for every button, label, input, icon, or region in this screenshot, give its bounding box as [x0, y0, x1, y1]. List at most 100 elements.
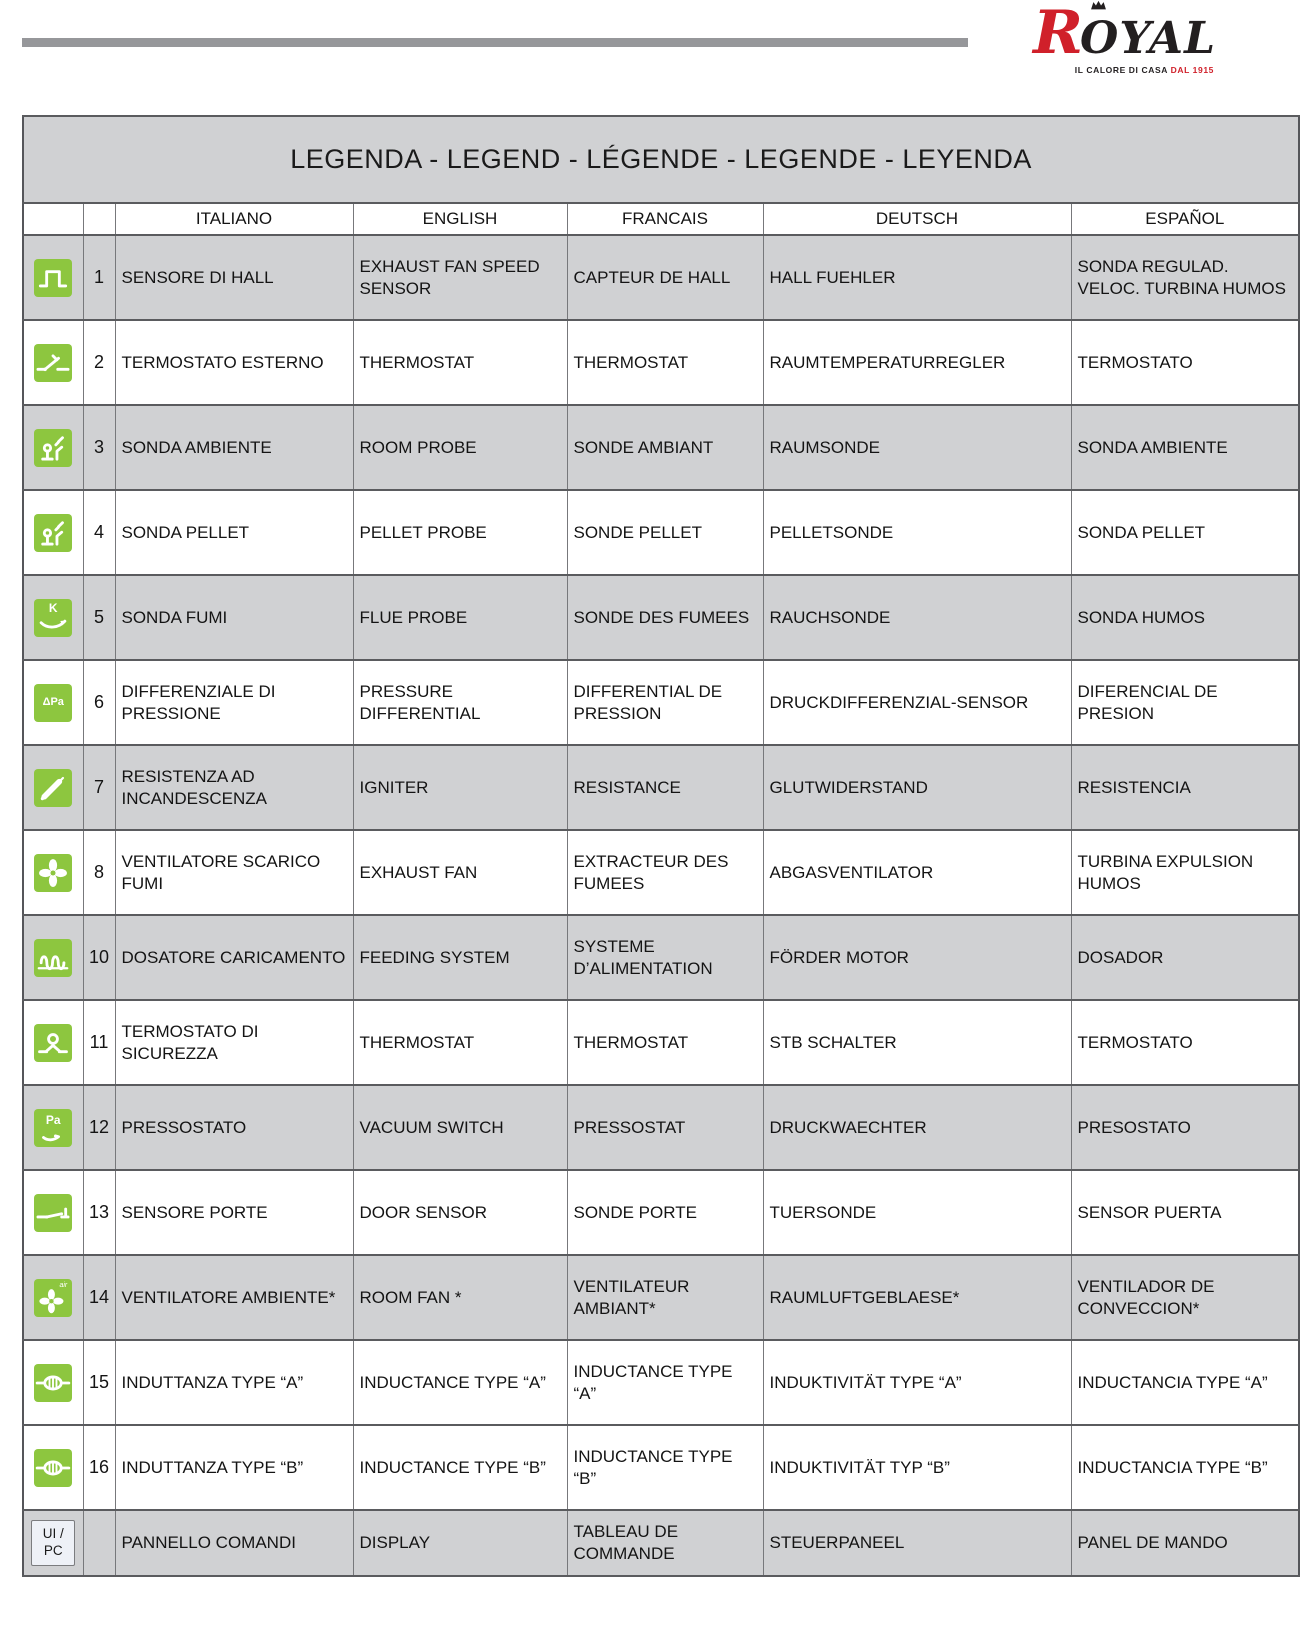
row-number: 13 — [82, 1169, 116, 1256]
cell-italiano: SONDA FUMI — [114, 574, 354, 661]
legend-row-15: 15 INDUTTANZA TYPE “A” INDUCTANCE TYPE “A”… — [22, 1339, 1300, 1426]
cell-english: EXHAUST FAN SPEED SENSOR — [352, 234, 568, 321]
cell-espanol: PRESOSTATO — [1070, 1084, 1300, 1171]
pellet-probe-icon — [34, 513, 73, 552]
cell-italiano: SONDA AMBIENTE — [114, 404, 354, 491]
legend-row-7: 7 RESISTENZA AD INCANDESCENZA IGNITER RESIS… — [22, 744, 1300, 831]
icon-cell — [22, 489, 84, 576]
row-number: 7 — [82, 744, 116, 831]
cell-espanol: DOSADOR — [1070, 914, 1300, 1001]
inductance-a-icon — [34, 1363, 73, 1402]
icon-cell — [22, 319, 84, 406]
cell-english: FLUE PROBE — [352, 574, 568, 661]
row-number: 4 — [82, 489, 116, 576]
icon-cell — [22, 1424, 84, 1511]
cell-italiano: SENSORE PORTE — [114, 1169, 354, 1256]
row-number: 14 — [82, 1254, 116, 1341]
legend-row-3: 3 SONDA AMBIENTE ROOM PROBE SONDE AMBIANT RA… — [22, 404, 1300, 491]
cell-espanol: INDUCTANCIA TYPE “B” — [1070, 1424, 1300, 1511]
cell-italiano: INDUTTANZA TYPE “A” — [114, 1339, 354, 1426]
cell-italiano: DOSATORE CARICAMENTO — [114, 914, 354, 1001]
cell-francais: SONDE PORTE — [566, 1169, 764, 1256]
logo-letters-oyal: OYAL — [1080, 13, 1216, 64]
cell-english: ROOM FAN * — [352, 1254, 568, 1341]
cell-english: PRESSURE DIFFERENTIAL — [352, 659, 568, 746]
door-sensor-icon — [34, 1193, 73, 1232]
cell-deutsch: RAUMLUFTGEBLAESE* — [762, 1254, 1072, 1341]
cell-francais: SYSTEME D’ALIMENTATION — [566, 914, 764, 1001]
row-number: 3 — [82, 404, 116, 491]
cell-english: THERMOSTAT — [352, 999, 568, 1086]
cell-italiano: INDUTTANZA TYPE “B” — [114, 1424, 354, 1511]
icon-cell — [22, 829, 84, 916]
cell-english: THERMOSTAT — [352, 319, 568, 406]
cell-espanol: SONDA HUMOS — [1070, 574, 1300, 661]
cell-francais: INDUCTANCE TYPE “B” — [566, 1424, 764, 1511]
cell-deutsch: STB SCHALTER — [762, 999, 1072, 1086]
cell-francais: SONDE PELLET — [566, 489, 764, 576]
royal-logo: R OYAL IL CALORE DI CASA DAL 1915 — [1033, 0, 1216, 75]
cell-francais: TABLEAU DE COMMANDE — [566, 1509, 764, 1577]
inductance-b-icon — [34, 1448, 73, 1487]
logo-tagline: IL CALORE DI CASA DAL 1915 — [1046, 65, 1216, 75]
cell-italiano: PANNELLO COMANDI — [114, 1509, 354, 1577]
icon-cell: K — [22, 574, 84, 661]
legend-row-4: 4 SONDA PELLET PELLET PROBE SONDE PELLET PEL… — [22, 489, 1300, 576]
icon-cell: Pa — [22, 1084, 84, 1171]
cell-deutsch: RAUCHSONDE — [762, 574, 1072, 661]
cell-francais: THERMOSTAT — [566, 319, 764, 406]
table-title: LEGENDA - LEGEND - LÉGENDE - LEGENDE - L… — [22, 115, 1300, 204]
cell-espanol: TURBINA EXPULSION HUMOS — [1070, 829, 1300, 916]
cell-deutsch: DRUCKWAECHTER — [762, 1084, 1072, 1171]
cell-deutsch: GLUTWIDERSTAND — [762, 744, 1072, 831]
cell-espanol: RESISTENCIA — [1070, 744, 1300, 831]
legend-row-12: Pa 12 PRESSOSTATO VACUUM SWITCH PRESSOSTAT DR… — [22, 1084, 1300, 1171]
row-number — [82, 1509, 116, 1577]
cell-deutsch: TUERSONDE — [762, 1169, 1072, 1256]
row-number: 10 — [82, 914, 116, 1001]
legend-row-2: 2 TERMOSTATO ESTERNO THERMOSTAT THERMOSTAT R… — [22, 319, 1300, 406]
cell-italiano: VENTILATORE SCARICO FUMI — [114, 829, 354, 916]
cell-espanol: INDUCTANCIA TYPE “A” — [1070, 1339, 1300, 1426]
column-header-espanol: ESPAÑOL — [1070, 202, 1300, 236]
legend-table: LEGENDA - LEGEND - LÉGENDE - LEGENDE - L… — [22, 115, 1301, 1577]
cell-italiano: DIFFERENZIALE DI PRESSIONE — [114, 659, 354, 746]
cell-english: FEEDING SYSTEM — [352, 914, 568, 1001]
cell-francais: CAPTEUR DE HALL — [566, 234, 764, 321]
icon-cell: UI / PC — [22, 1509, 84, 1577]
room-fan-icon: air — [34, 1278, 73, 1317]
external-thermostat-icon — [34, 343, 73, 382]
feeding-system-icon — [34, 938, 73, 977]
row-number: 8 — [82, 829, 116, 916]
royal-wordmark: R OYAL — [1033, 0, 1216, 64]
legend-table-body: 1 SENSORE DI HALL EXHAUST FAN SPEED SENSOR… — [22, 234, 1300, 1577]
cell-italiano: VENTILATORE AMBIENTE* — [114, 1254, 354, 1341]
cell-espanol: PANEL DE MANDO — [1070, 1509, 1300, 1577]
cell-english: DOOR SENSOR — [352, 1169, 568, 1256]
header-rule — [22, 38, 968, 47]
cell-francais: INDUCTANCE TYPE “A” — [566, 1339, 764, 1426]
legend-row-8: 8 VENTILATORE SCARICO FUMI EXHAUST FAN EXTR… — [22, 829, 1300, 916]
cell-espanol: TERMOSTATO — [1070, 999, 1300, 1086]
cell-english: INDUCTANCE TYPE “B” — [352, 1424, 568, 1511]
row-number: 6 — [82, 659, 116, 746]
cell-english: INDUCTANCE TYPE “A” — [352, 1339, 568, 1426]
column-header-francais: FRANCAIS — [566, 202, 764, 236]
cell-espanol: SONDA PELLET — [1070, 489, 1300, 576]
ui-pc-icon: UI / PC — [31, 1520, 76, 1566]
cell-deutsch: PELLETSONDE — [762, 489, 1072, 576]
legend-row-6: ΔPa 6 DIFFERENZIALE DI PRESSIONE PRESSURE D… — [22, 659, 1300, 746]
cell-italiano: RESISTENZA AD INCANDESCENZA — [114, 744, 354, 831]
cell-english: ROOM PROBE — [352, 404, 568, 491]
cell-english: IGNITER — [352, 744, 568, 831]
cell-francais: RESISTANCE — [566, 744, 764, 831]
cell-deutsch: RAUMTEMPERATURREGLER — [762, 319, 1072, 406]
icon-cell: air — [22, 1254, 84, 1341]
cell-francais: EXTRACTEUR DES FUMEES — [566, 829, 764, 916]
legend-row-14: air 14 VENTILATORE AMBIENTE* ROOM FAN * VENT… — [22, 1254, 1300, 1341]
cell-deutsch: ABGASVENTILATOR — [762, 829, 1072, 916]
cell-francais: PRESSOSTAT — [566, 1084, 764, 1171]
cell-espanol: SENSOR PUERTA — [1070, 1169, 1300, 1256]
cell-deutsch: INDUKTIVITÄT TYP “B” — [762, 1424, 1072, 1511]
legend-row-13: 13 SENSORE PORTE DOOR SENSOR SONDE PORTE TUE… — [22, 1169, 1300, 1256]
